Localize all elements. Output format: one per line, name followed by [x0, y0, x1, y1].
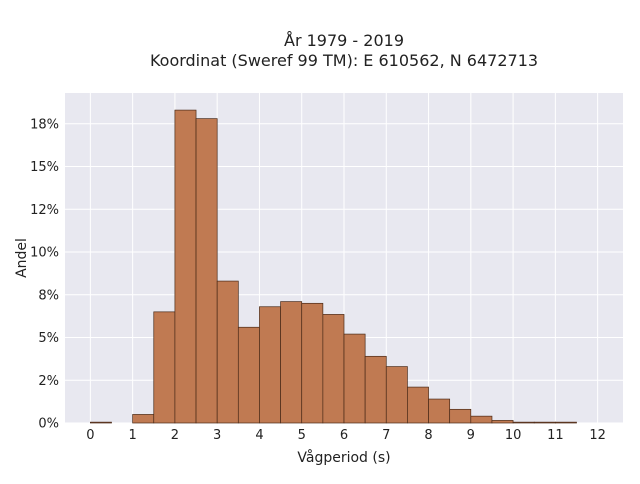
histogram-bar: [174, 109, 197, 424]
x-tick-label: 3: [213, 428, 221, 443]
histogram-bar: [512, 421, 535, 424]
x-tick-labels: 0 1 2 3 4 5 6 7 8 9 10 11 12: [86, 428, 606, 443]
x-tick-label: 1: [128, 428, 136, 443]
y-tick-label: 0%: [38, 417, 59, 432]
histogram-bar: [132, 414, 155, 424]
histogram-bar: [153, 311, 176, 424]
chart-title-line1: År 1979 - 2019: [284, 31, 404, 50]
y-tick-label: 18%: [30, 117, 59, 132]
histogram-bar: [364, 355, 387, 424]
histogram-bar: [491, 420, 514, 424]
histogram-bar: [301, 302, 324, 424]
histogram-bar: [259, 306, 281, 424]
y-tick-labels: 0% 2% 5% 8% 10% 12% 15% 18%: [30, 117, 59, 431]
y-tick-label: 5%: [38, 331, 59, 346]
histogram-bar: [280, 301, 303, 424]
x-tick-label: 2: [171, 428, 179, 443]
histogram-bar: [237, 326, 260, 424]
y-tick-label: 15%: [30, 160, 59, 175]
x-tick-label: 5: [298, 428, 306, 443]
histogram-bar: [533, 421, 556, 424]
y-tick-label: 10%: [30, 246, 59, 261]
x-tick-label: 12: [589, 428, 606, 443]
y-tick-label: 12%: [30, 203, 59, 218]
chart-title-line2: Koordinat (Sweref 99 TM): E 610562, N 64…: [150, 51, 538, 70]
histogram-bar: [90, 421, 112, 424]
histogram-bar: [470, 415, 493, 424]
x-tick-label: 9: [467, 428, 475, 443]
y-tick-label: 2%: [38, 374, 59, 389]
histogram-bar: [407, 386, 429, 424]
histogram-bar: [195, 118, 218, 424]
histogram-bar: [449, 408, 472, 424]
histogram-bar: [555, 421, 577, 424]
x-tick-label: 8: [424, 428, 432, 443]
x-tick-label: 4: [255, 428, 263, 443]
x-axis-label: Vågperiod (s): [297, 449, 390, 466]
y-axis-label: Andel: [14, 238, 30, 278]
histogram-bar: [343, 333, 366, 424]
bars: [90, 109, 577, 424]
histogram-bar: [428, 398, 451, 424]
x-tick-label: 7: [382, 428, 390, 443]
x-tick-label: 6: [340, 428, 348, 443]
x-tick-label: 11: [547, 428, 564, 443]
histogram-bar: [216, 280, 239, 424]
histogram-bar: [385, 366, 408, 424]
x-tick-label: 10: [505, 428, 522, 443]
histogram-bar: [322, 314, 345, 424]
y-tick-label: 8%: [38, 288, 59, 303]
x-tick-label: 0: [86, 428, 94, 443]
